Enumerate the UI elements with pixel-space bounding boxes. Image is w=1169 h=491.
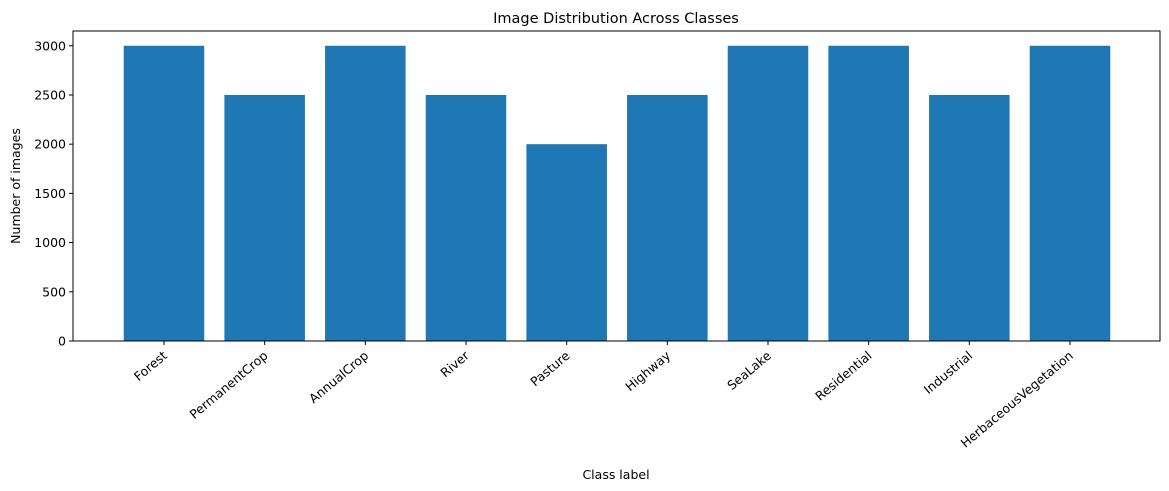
x-tick-label: Residential [812, 348, 874, 404]
x-tick-label: AnnualCrop [306, 348, 371, 406]
chart-title: Image Distribution Across Classes [493, 11, 739, 27]
x-tick-label: Forest [131, 348, 170, 384]
bar-permanentcrop [224, 94, 305, 341]
y-axis: 0 500 1000 1500 2000 2500 3000 [34, 38, 73, 349]
x-axis: Forest PermanentCrop AnnualCrop River Pastur… [131, 341, 1076, 450]
y-tick-label: 2000 [34, 137, 66, 152]
x-tick-label: River [437, 347, 472, 380]
x-tick-label: SeaLake [724, 348, 774, 393]
bar-sealake [727, 45, 809, 341]
bar-residential [828, 45, 909, 341]
x-tick-label: PermanentCrop [187, 348, 271, 422]
plot-frame [72, 30, 1161, 342]
bars-group [123, 45, 1111, 341]
x-tick-label: HerbaceousVegetation [958, 348, 1076, 451]
x-tick-label: Highway [622, 347, 673, 394]
y-tick-label: 500 [42, 284, 66, 299]
y-tick-label: 2500 [34, 87, 66, 102]
y-tick-label: 0 [58, 334, 66, 349]
bar-industrial [929, 94, 1010, 341]
bar-annualcrop [325, 45, 406, 341]
y-tick-label: 1000 [34, 235, 66, 250]
bar-herbaceousvegetation [1029, 45, 1111, 341]
y-tick-label: 1500 [34, 186, 66, 201]
bar-highway [627, 94, 708, 341]
bar-river [425, 94, 507, 341]
x-tick-label: Industrial [921, 348, 976, 397]
bar-pasture [526, 144, 607, 341]
y-tick-label: 3000 [34, 38, 66, 53]
x-tick-label: Pasture [527, 348, 573, 390]
x-axis-label: Class label [582, 467, 649, 482]
bar-forest [123, 45, 205, 341]
y-axis-label: Number of images [8, 128, 23, 244]
